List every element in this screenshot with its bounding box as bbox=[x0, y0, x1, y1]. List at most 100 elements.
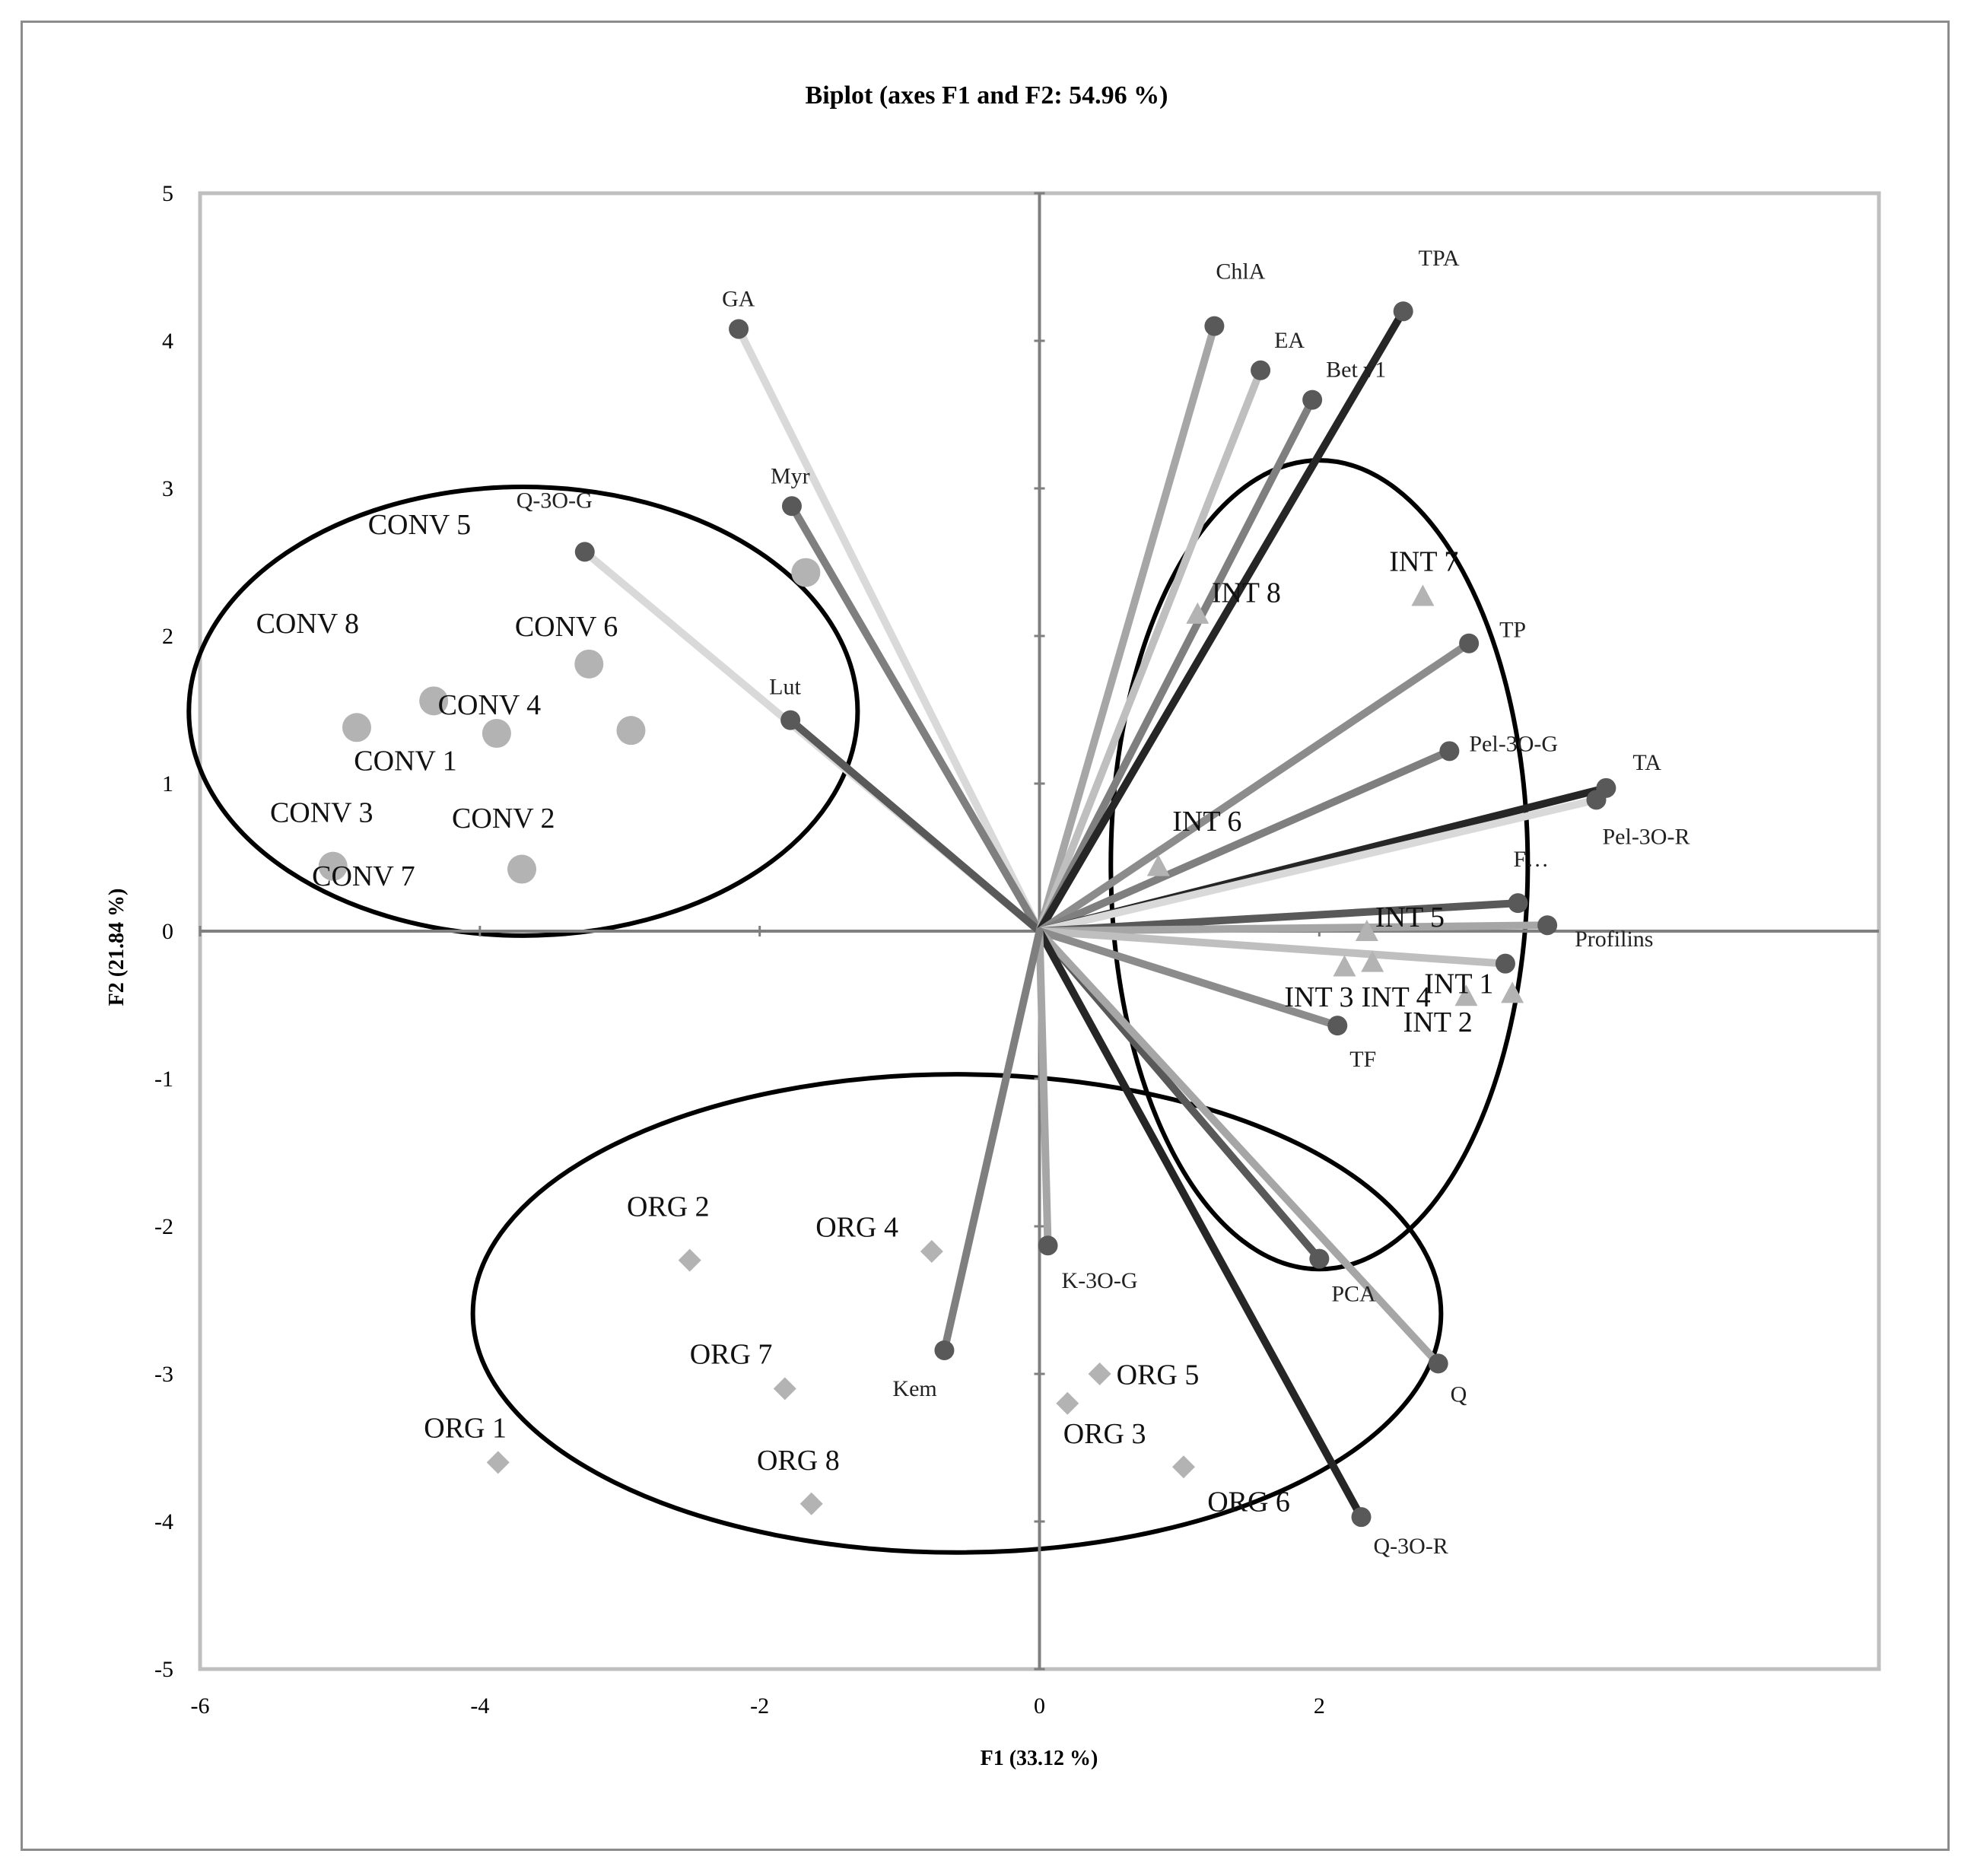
marker-int-5 bbox=[1355, 919, 1378, 941]
variable-label-lut: Lut bbox=[769, 675, 801, 700]
observation-label-int-5: INT 5 bbox=[1375, 901, 1445, 933]
marker-int-3 bbox=[1333, 955, 1356, 977]
marker-int-7 bbox=[1411, 584, 1435, 606]
marker-int-4 bbox=[1361, 950, 1384, 972]
variable-label-ta: TA bbox=[1632, 750, 1661, 775]
ellipse-org bbox=[470, 1072, 1444, 1555]
vector-tip-ea bbox=[1251, 360, 1271, 380]
variable-label-q-3o-g: Q-3O-G bbox=[517, 488, 593, 513]
variable-label-q-3o-r: Q-3O-R bbox=[1374, 1534, 1448, 1559]
observation-label-int-1: INT 1 bbox=[1424, 968, 1493, 1000]
y-tick-label: 5 bbox=[162, 181, 173, 206]
observation-label-conv-6: CONV 6 bbox=[515, 611, 618, 643]
vector-tf bbox=[1035, 927, 1342, 1030]
marker-conv-5 bbox=[791, 558, 821, 587]
vector-tip-kem bbox=[934, 1340, 955, 1360]
group-ellipses bbox=[186, 458, 1531, 1555]
vector-tip-k-3o-g bbox=[1038, 1235, 1058, 1256]
vector-tip-q bbox=[1428, 1353, 1448, 1374]
figure-frame bbox=[21, 21, 1950, 1851]
marker-org-8 bbox=[799, 1492, 823, 1515]
vector-ea bbox=[1035, 366, 1265, 935]
y-tick-label: 2 bbox=[162, 624, 173, 649]
marker-org-5 bbox=[1088, 1362, 1111, 1385]
vector-tip-f bbox=[1508, 893, 1528, 914]
marker-org-4 bbox=[920, 1239, 943, 1263]
y-tick-label: 0 bbox=[162, 919, 173, 944]
y-axis-title: F2 (21.84 %) bbox=[105, 889, 129, 1006]
x-tick-label: -2 bbox=[750, 1693, 769, 1719]
marker-conv-7 bbox=[616, 716, 646, 746]
point-labels: GA Myr Q-3O-G Lut ChlA EA Bet v1 TPA TP Pel-3O-G T… bbox=[256, 246, 1690, 1559]
observation-label-int-6: INT 6 bbox=[1172, 806, 1241, 838]
vector-pel-3o-g bbox=[1035, 747, 1454, 935]
vector-tip-unlabeled bbox=[1495, 953, 1515, 974]
observation-label-conv-3: CONV 3 bbox=[270, 797, 374, 828]
observation-label-conv-7: CONV 7 bbox=[312, 860, 415, 892]
variable-label-chla: ChlA bbox=[1216, 259, 1265, 285]
vector-tip-tp bbox=[1459, 633, 1480, 653]
observation-label-org-2: ORG 2 bbox=[627, 1191, 710, 1223]
y-tick-label: 4 bbox=[162, 329, 173, 354]
x-tick-label: 0 bbox=[1034, 1693, 1045, 1719]
observation-label-int-7: INT 7 bbox=[1389, 546, 1458, 578]
vector-k-3o-g bbox=[1035, 927, 1052, 1250]
x-tick-label: 2 bbox=[1314, 1693, 1325, 1719]
vector-myr bbox=[787, 502, 1044, 935]
vector-tip-ga bbox=[729, 319, 749, 339]
vector-unlabeled bbox=[1035, 927, 1509, 968]
vector-tpa bbox=[1035, 307, 1407, 935]
observation-label-conv-5: CONV 5 bbox=[368, 509, 472, 541]
vector-tip-tpa bbox=[1393, 301, 1413, 322]
observation-label-conv-4: CONV 4 bbox=[438, 689, 542, 721]
marker-conv-1 bbox=[342, 713, 371, 742]
vector-tp bbox=[1035, 639, 1473, 935]
x-tick-label: -6 bbox=[191, 1693, 210, 1719]
observation-label-conv-1: CONV 1 bbox=[354, 746, 457, 777]
marker-conv-2 bbox=[507, 854, 537, 884]
vector-tip-pca bbox=[1309, 1248, 1330, 1269]
variable-label-kem: Kem bbox=[892, 1376, 936, 1401]
variable-label-profilins: Profilins bbox=[1575, 927, 1653, 952]
observation-label-int-3: INT 3 bbox=[1284, 981, 1353, 1013]
axis-ticks: -5 -4 -3 -2 -1 0 1 2 3 4 5 -6 -4 -2 0 2 bbox=[154, 181, 1325, 1719]
vector-tip-q-3o-r bbox=[1351, 1507, 1372, 1528]
y-tick-label: -1 bbox=[154, 1067, 173, 1092]
marker-int-2 bbox=[1454, 984, 1478, 1006]
variable-label-f: F… bbox=[1513, 847, 1549, 872]
marker-org-2 bbox=[678, 1248, 701, 1272]
vector-profilins bbox=[1035, 921, 1552, 935]
observation-label-int-4: INT 4 bbox=[1362, 981, 1431, 1013]
observation-label-conv-2: CONV 2 bbox=[452, 803, 555, 835]
observation-label-int-8: INT 8 bbox=[1212, 577, 1281, 609]
marker-org-6 bbox=[1171, 1455, 1195, 1479]
marker-conv-6 bbox=[574, 649, 604, 679]
marker-org-7 bbox=[773, 1377, 796, 1401]
vector-ga bbox=[735, 325, 1044, 935]
vector-tip-tf bbox=[1327, 1016, 1348, 1036]
marker-conv-4 bbox=[482, 719, 511, 749]
vector-tip-q-3o-g bbox=[574, 542, 595, 562]
vector-q-3o-r bbox=[1035, 927, 1365, 1521]
variable-vectors bbox=[574, 301, 1616, 1528]
vector-q bbox=[1035, 927, 1442, 1368]
variable-label-k-3o-g: K-3O-G bbox=[1062, 1268, 1138, 1293]
x-axis-title: F1 (33.12 %) bbox=[981, 1747, 1098, 1770]
observation-label-conv-8: CONV 8 bbox=[256, 608, 360, 640]
vector-bet-v1 bbox=[1035, 396, 1317, 935]
observation-label-org-5: ORG 5 bbox=[1117, 1359, 1200, 1391]
variable-label-tp: TP bbox=[1499, 618, 1526, 643]
observation-label-org-1: ORG 1 bbox=[424, 1412, 507, 1444]
variable-label-pel-3o-r: Pel-3O-R bbox=[1602, 824, 1690, 849]
y-tick-label: 1 bbox=[162, 771, 173, 797]
variable-label-pel-3o-g: Pel-3O-G bbox=[1469, 731, 1558, 756]
vector-tip-profilins bbox=[1537, 915, 1558, 936]
marker-conv-3 bbox=[318, 851, 348, 881]
vector-tip-pel-3o-g bbox=[1439, 741, 1460, 762]
observation-label-int-2: INT 2 bbox=[1403, 1006, 1473, 1038]
vector-tip-chla bbox=[1204, 316, 1225, 336]
x-tick-label: -4 bbox=[470, 1693, 489, 1719]
marker-int-8 bbox=[1186, 602, 1210, 624]
variable-label-pca: PCA bbox=[1331, 1282, 1376, 1307]
